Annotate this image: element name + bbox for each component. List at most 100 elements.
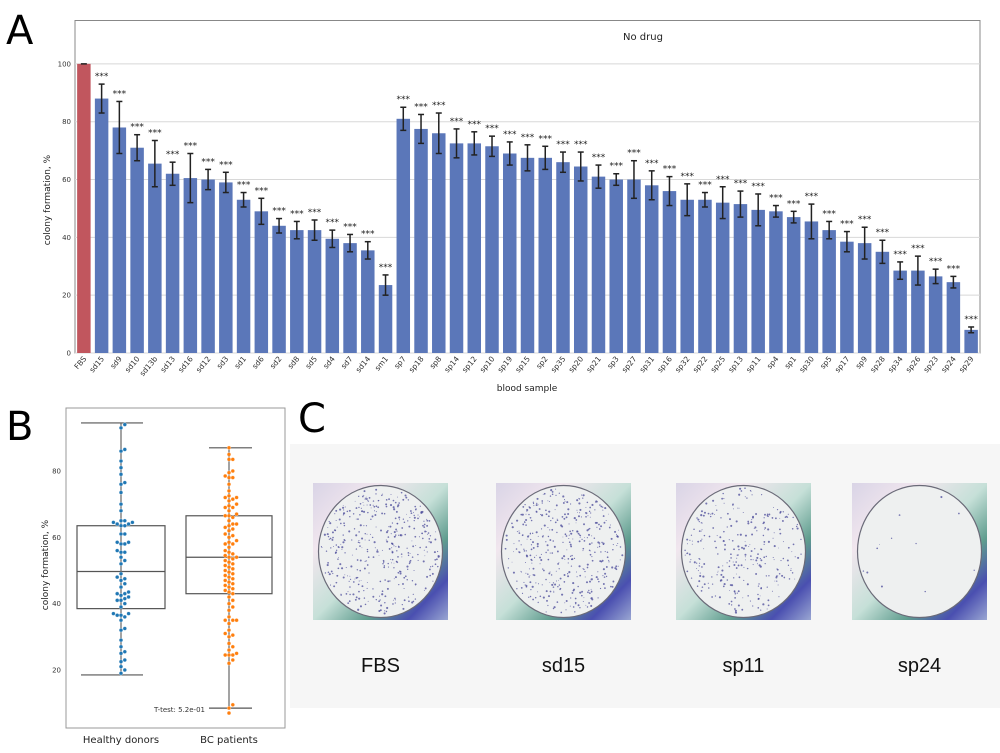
colony-dot (394, 599, 396, 601)
colony-dot (526, 538, 528, 540)
colony-dot (736, 612, 738, 614)
x-tick-label: sp8 (428, 354, 444, 370)
colony-dot (358, 531, 360, 533)
colony-dot (320, 546, 322, 548)
colony-dot (331, 531, 334, 534)
colony-dot (351, 554, 353, 556)
colony-dot (578, 502, 581, 505)
data-point (234, 618, 239, 623)
colony-dot (363, 510, 366, 513)
colony-dot (363, 504, 365, 506)
colony-dot (585, 581, 589, 584)
x-tick-label: sp24 (939, 354, 958, 374)
x-tick-label: sp31 (638, 354, 657, 374)
colony-dot (602, 575, 604, 577)
colony-dot (700, 510, 703, 513)
data-point (122, 447, 127, 452)
colony-dot (568, 537, 570, 539)
colony-dot (535, 582, 537, 584)
colony-dot (402, 498, 405, 501)
colony-dot (393, 562, 395, 564)
significance-label: *** (805, 192, 819, 202)
colony-dot (545, 611, 547, 613)
error-bar-sd4 (329, 229, 336, 249)
data-point (126, 589, 131, 595)
colony-dot (583, 597, 585, 599)
significance-label: *** (698, 181, 712, 191)
colony-dot (693, 528, 695, 531)
x-tick-label: sp15 (513, 354, 532, 374)
colony-dot (757, 553, 759, 556)
colony-dot (585, 506, 587, 508)
colony-dot (398, 534, 400, 536)
colony-dot (532, 567, 535, 570)
colony-dot (429, 568, 431, 571)
error-bar-sp7 (400, 106, 407, 132)
colony-dot (579, 508, 582, 511)
data-point (130, 520, 135, 525)
colony-dot (752, 559, 754, 561)
colony-dot (394, 597, 396, 600)
colony-dot (586, 566, 589, 569)
colony-dot (342, 541, 345, 544)
colony-dot (738, 493, 741, 496)
colony-dot (525, 572, 527, 574)
colony-dot (569, 543, 572, 546)
colony-dot (600, 525, 603, 528)
colony-dot (417, 553, 419, 556)
colony-dot (410, 562, 412, 563)
colony-dot (326, 563, 329, 567)
bar-sp3 (609, 179, 623, 353)
data-point (118, 585, 124, 590)
colony-dot (732, 508, 734, 510)
data-point (234, 512, 239, 517)
colony-dot (355, 534, 358, 537)
colony-dot (547, 527, 549, 529)
colony-dot (737, 554, 739, 556)
colony-dot (728, 560, 731, 562)
colony-dot (523, 581, 525, 584)
colony-dot (603, 576, 606, 578)
x-tick-label: sd13 (159, 354, 178, 374)
colony-dot (330, 570, 333, 573)
colony-dot (354, 500, 356, 502)
significance-label: *** (645, 159, 659, 169)
data-point (118, 664, 124, 669)
colony-dot (578, 540, 581, 543)
significance-label: *** (840, 220, 854, 230)
colony-dot (696, 562, 698, 564)
data-point (226, 614, 232, 619)
colony-dot (539, 513, 542, 516)
colony-dot (581, 594, 583, 597)
colony-dot (423, 589, 425, 591)
data-point (226, 452, 232, 457)
colony-dot (347, 602, 350, 605)
dish-photo-sp24 (852, 483, 987, 620)
colony-dot (552, 607, 555, 610)
colony-dot (772, 537, 774, 539)
colony-dot (380, 604, 383, 607)
x-tick-label: sd14 (354, 354, 373, 374)
colony-dot (358, 583, 360, 585)
colony-dot (586, 606, 589, 608)
data-point (118, 561, 124, 566)
colony-dot (421, 537, 424, 540)
x-tick-label: sd4 (321, 354, 337, 370)
colony-dot (531, 585, 534, 588)
colony-dot (412, 600, 415, 603)
x-tick-label: sm1 (373, 354, 390, 372)
colony-dot (698, 562, 701, 564)
colony-dot (915, 542, 917, 545)
colony-dot (600, 551, 602, 553)
x-tick-label: sp7 (392, 354, 408, 370)
colony-dot (750, 558, 752, 561)
colony-dot (535, 554, 537, 556)
colony-dot (403, 587, 405, 590)
data-point (126, 522, 131, 527)
data-point (230, 657, 235, 663)
colony-dot (746, 567, 749, 570)
colony-dot (359, 569, 362, 572)
bar-sd6 (254, 211, 269, 353)
colony-dot (364, 532, 366, 535)
data-point (230, 551, 235, 556)
